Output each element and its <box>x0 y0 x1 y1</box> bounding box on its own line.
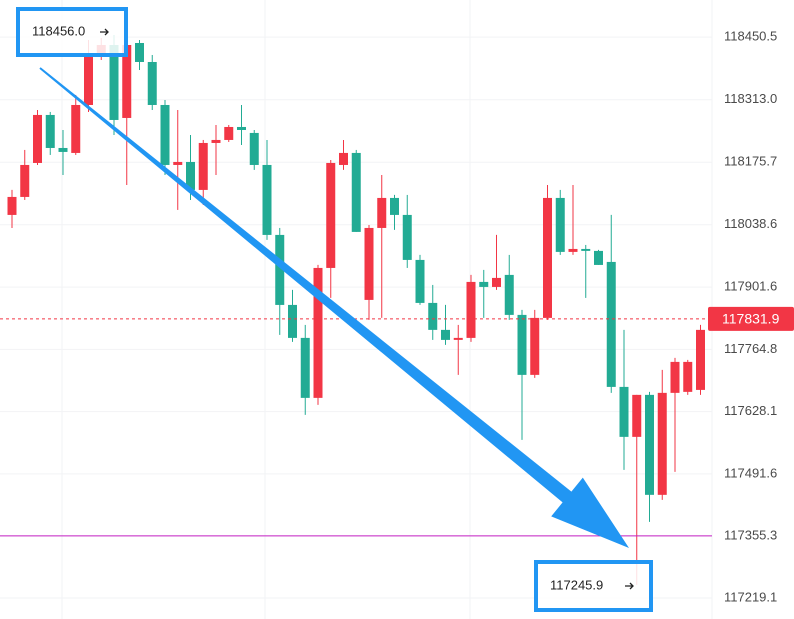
candle-body <box>339 152 348 165</box>
candle-body <box>20 164 30 197</box>
candle-body <box>33 114 42 163</box>
candle-body <box>45 114 55 148</box>
candle-body <box>517 314 527 375</box>
candle-body <box>300 337 310 398</box>
trend-arrow <box>39 67 629 548</box>
candle-body <box>619 386 629 437</box>
candle-body <box>581 248 591 251</box>
y-tick-label: 118450.5 <box>724 29 777 44</box>
candle-body <box>58 147 68 152</box>
annotation-label: 117245.9 <box>550 577 603 592</box>
candle-body <box>288 304 297 338</box>
candle-body <box>441 329 450 340</box>
overlay: 118450.5 118313.0 118175.7 118038.6 117901.6… <box>16 7 794 612</box>
candle-body <box>147 61 157 105</box>
annotation-arrow-icon <box>625 582 634 590</box>
candle-body <box>198 142 208 190</box>
candle-body <box>364 227 374 300</box>
candle-body <box>249 132 259 165</box>
candle-body <box>211 139 221 143</box>
candle-body <box>453 337 463 340</box>
candle-body <box>262 164 272 235</box>
candle-body <box>237 126 246 130</box>
candle-body <box>313 267 323 398</box>
candle-body <box>504 274 514 315</box>
candle-body <box>683 361 693 392</box>
candle-body <box>657 392 667 495</box>
candle-body <box>670 361 680 393</box>
candle-body <box>224 126 234 140</box>
candle-body <box>71 104 81 153</box>
candle-body <box>377 197 387 228</box>
candle-body <box>606 261 616 387</box>
y-tick-label: 117355.3 <box>724 527 777 542</box>
y-tick-label: 117901.6 <box>724 279 777 294</box>
candle-body <box>645 394 654 495</box>
y-tick-label: 118313.0 <box>724 91 777 106</box>
y-tick-label: 117219.1 <box>724 589 777 604</box>
y-tick-label: 118038.6 <box>724 216 777 231</box>
candle-body <box>173 161 183 165</box>
candle-body <box>351 152 361 232</box>
candle-body <box>632 394 642 437</box>
candle-body <box>428 302 438 330</box>
candle-body <box>530 317 540 375</box>
y-tick-label: 117491.6 <box>724 465 777 480</box>
candle-body <box>415 259 425 303</box>
candle-body <box>275 234 285 305</box>
annotation-arrow-icon <box>100 28 109 36</box>
candle-body <box>594 250 603 265</box>
last-price-label: 117831.9 <box>722 311 780 327</box>
candle-body <box>555 197 565 252</box>
candle-body <box>84 54 93 105</box>
candle-body <box>492 277 501 287</box>
candle-body <box>402 214 412 260</box>
candle-body <box>543 197 552 318</box>
candle-body <box>390 197 399 215</box>
candle-body <box>466 281 476 338</box>
candle-body <box>135 42 144 62</box>
candle-body <box>109 44 119 120</box>
candle-body <box>122 44 132 118</box>
candle-body <box>326 162 336 268</box>
candle-body <box>568 248 578 252</box>
y-tick-label: 117764.8 <box>724 341 777 356</box>
candle-body <box>160 104 170 165</box>
y-tick-label: 118175.7 <box>724 154 777 169</box>
candle-body <box>479 281 489 287</box>
plot <box>0 34 712 585</box>
candle-body <box>7 196 17 215</box>
last-price-box <box>708 306 794 331</box>
candle-body <box>186 161 195 190</box>
annotation-label: 118456.0 <box>32 23 85 38</box>
candle-body <box>696 329 705 390</box>
y-tick-label: 117628.1 <box>724 403 777 418</box>
